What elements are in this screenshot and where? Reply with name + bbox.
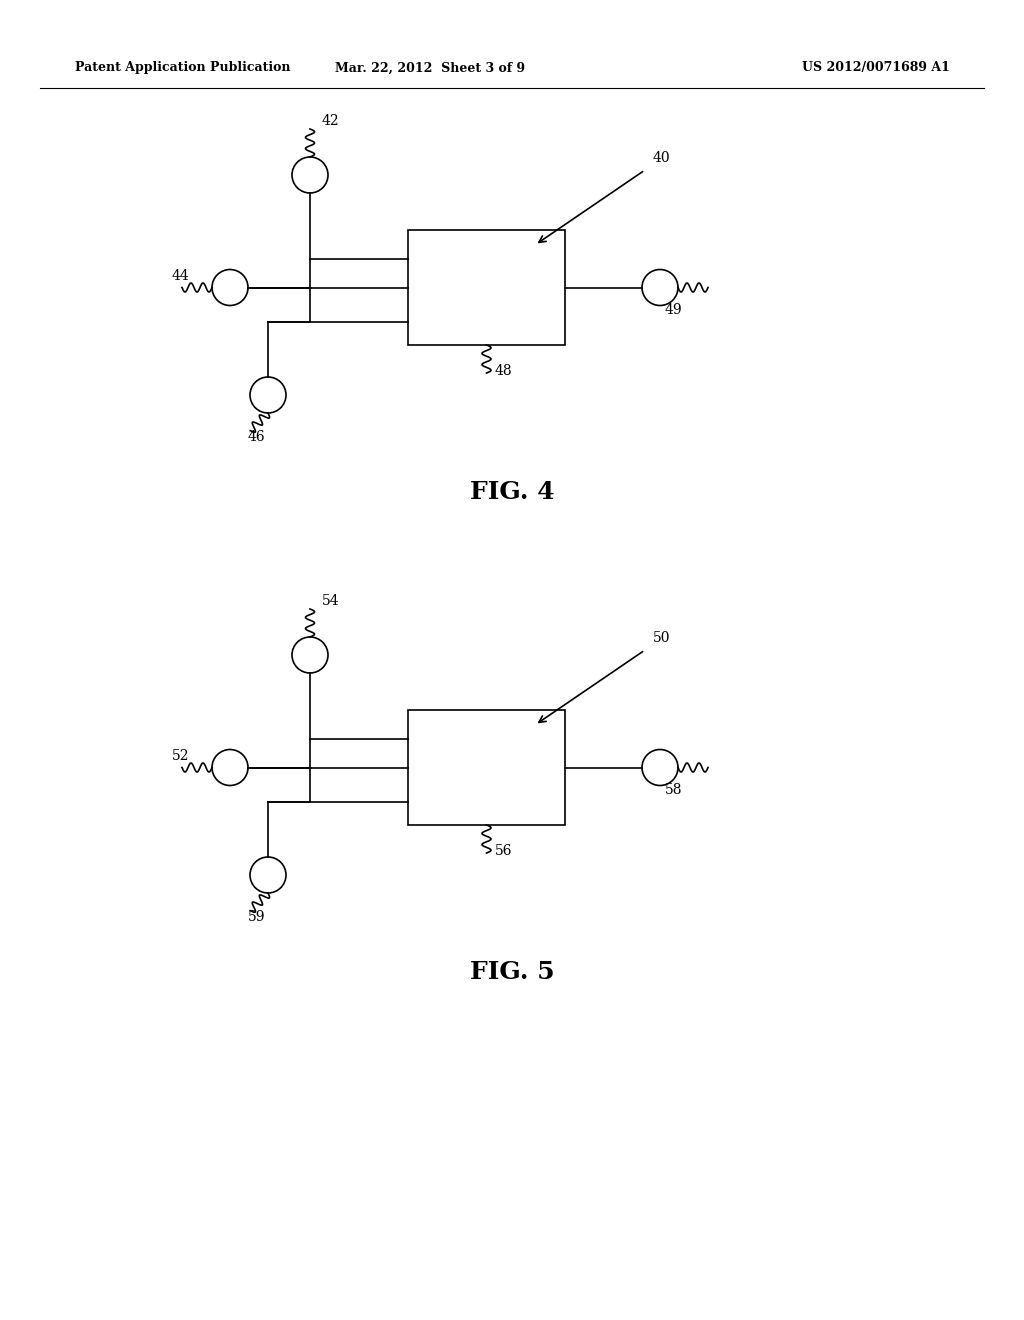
Text: 54: 54 xyxy=(322,594,340,609)
Text: 50: 50 xyxy=(653,631,671,645)
Text: Patent Application Publication: Patent Application Publication xyxy=(75,62,291,74)
Text: 49: 49 xyxy=(665,302,683,317)
Text: Mar. 22, 2012  Sheet 3 of 9: Mar. 22, 2012 Sheet 3 of 9 xyxy=(335,62,525,74)
Bar xyxy=(408,230,565,345)
Text: 52: 52 xyxy=(172,748,189,763)
Bar xyxy=(408,710,565,825)
Text: 42: 42 xyxy=(322,114,340,128)
Text: 44: 44 xyxy=(172,268,189,282)
Text: FIG. 5: FIG. 5 xyxy=(470,960,554,983)
Text: US 2012/0071689 A1: US 2012/0071689 A1 xyxy=(802,62,950,74)
Text: 46: 46 xyxy=(248,430,265,444)
Text: 58: 58 xyxy=(665,783,683,796)
Text: FIG. 4: FIG. 4 xyxy=(470,480,554,504)
Text: 59: 59 xyxy=(248,909,265,924)
Text: 40: 40 xyxy=(653,150,671,165)
Text: 56: 56 xyxy=(495,843,512,858)
Text: 48: 48 xyxy=(495,364,512,378)
